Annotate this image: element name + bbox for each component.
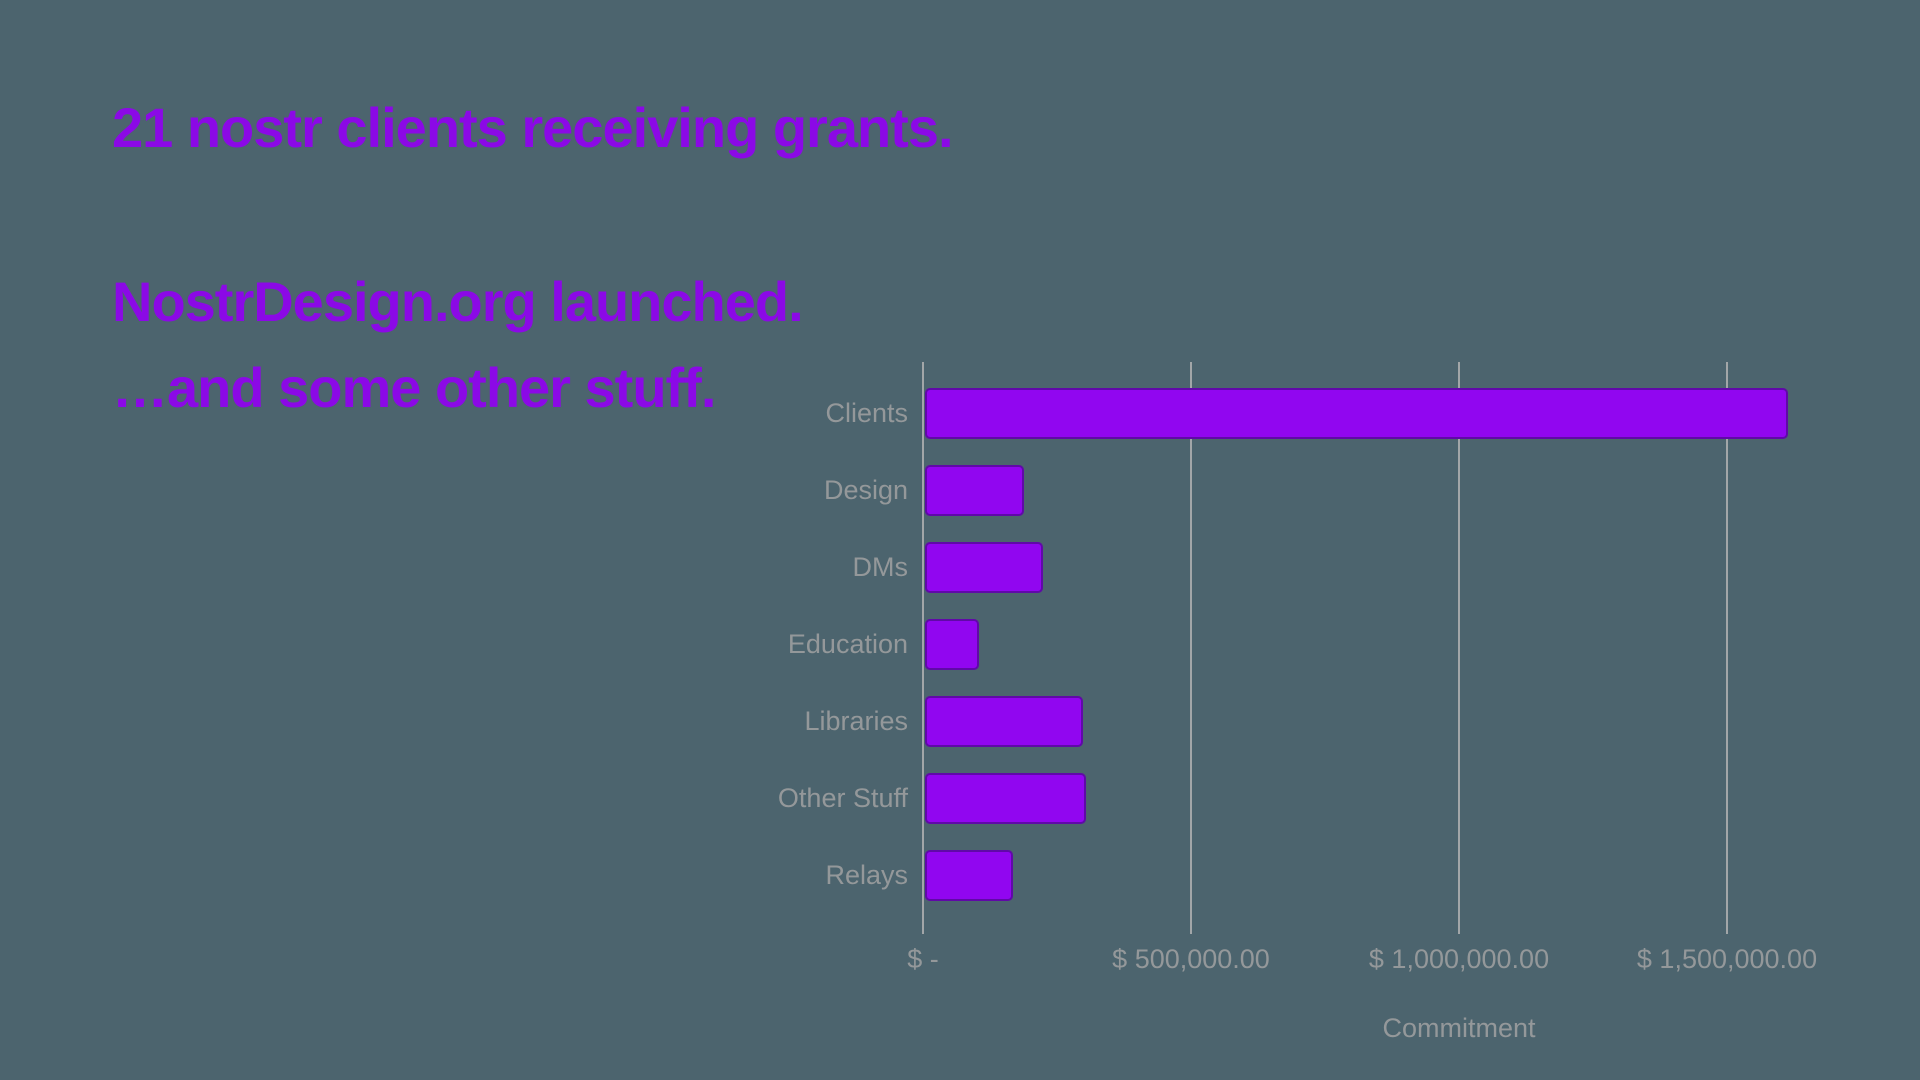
bar-clients [925, 388, 1788, 439]
x-axis-title: Commitment [1382, 1013, 1536, 1043]
bar-row-clients [925, 375, 1813, 452]
bar-row-dms [925, 529, 1813, 606]
bar-dms [925, 542, 1043, 593]
heading-other-stuff: …and some other stuff. [112, 356, 716, 419]
y-axis-label-design: Design [823, 475, 908, 505]
y-axis-label-other-stuff: Other Stuff [777, 783, 908, 813]
bar-libraries [925, 696, 1083, 747]
gridline-500000 [1190, 362, 1192, 934]
bar-education [925, 619, 979, 670]
bars-container [925, 375, 1813, 914]
x-tick-label-1000000: $ 1,000,000.00 [1368, 944, 1550, 974]
bar-row-libraries [925, 683, 1813, 760]
heading-grants: 21 nostr clients receiving grants. [112, 96, 954, 159]
x-tick-label-0: $ - [907, 944, 939, 974]
y-axis-label-dms: DMs [852, 552, 909, 582]
plot-area [922, 362, 1813, 934]
y-axis-category-labels: Clients Design DMs Education Libraries Other … [640, 375, 908, 914]
y-axis-label-relays: Relays [825, 860, 908, 890]
bar-relays [925, 850, 1013, 901]
bar-row-design [925, 452, 1813, 529]
bar-design [925, 465, 1024, 516]
bar-row-other-stuff [925, 760, 1813, 837]
bar-row-education [925, 606, 1813, 683]
y-axis-label-clients: Clients [825, 398, 908, 428]
gridline-1000000 [1458, 362, 1460, 934]
x-tick-label-1500000: $ 1,500,000.00 [1636, 944, 1818, 974]
x-tick-label-500000: $ 500,000.00 [1112, 944, 1270, 974]
y-axis-label-libraries: Libraries [804, 706, 908, 736]
gridline-1500000 [1726, 362, 1728, 934]
bar-other-stuff [925, 773, 1086, 824]
heading-nostrdesign-launched: NostrDesign.org launched. [112, 270, 804, 333]
y-axis-label-education: Education [787, 629, 908, 659]
gridline-0 [922, 362, 924, 934]
bar-row-relays [925, 837, 1813, 914]
